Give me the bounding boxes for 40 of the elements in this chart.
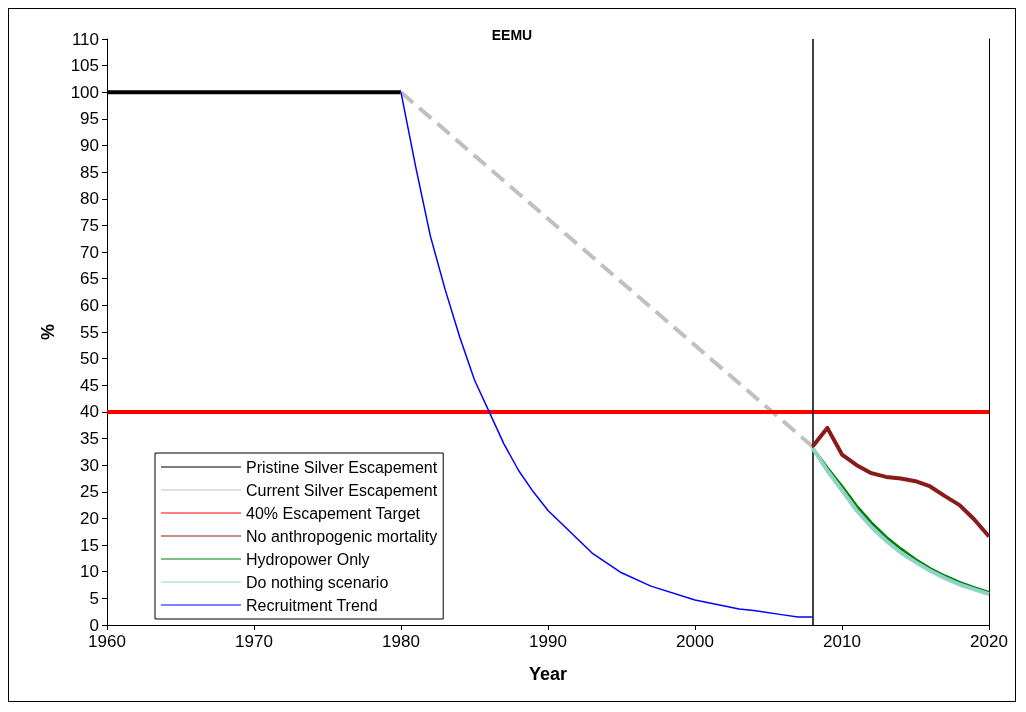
y-tick-label: 50	[80, 349, 99, 369]
y-tick-label: 55	[80, 322, 99, 342]
legend-label: Current Silver Escapement	[246, 481, 438, 499]
y-tick-label: 10	[80, 562, 99, 582]
y-tick-label: 5	[89, 588, 99, 608]
y-tick-label: 95	[80, 109, 99, 129]
x-tick-label: 1960	[88, 632, 126, 651]
x-tick-label: 1990	[529, 632, 567, 651]
y-tick-label: 60	[80, 295, 99, 315]
y-tick-label: 85	[80, 162, 99, 182]
legend-label: Pristine Silver Escapement	[246, 458, 438, 476]
legend-label: Hydropower Only	[246, 550, 370, 568]
y-tick-label: 30	[80, 455, 99, 475]
y-tick-label: 75	[80, 215, 99, 235]
x-tick-label: 2010	[823, 632, 861, 651]
legend-label: Do nothing scenario	[246, 573, 389, 591]
y-tick-label: 100	[70, 82, 99, 102]
legend-label: 40% Escapement Target	[246, 504, 421, 522]
y-tick-label: 45	[80, 375, 99, 395]
y-tick-label: 90	[80, 136, 99, 156]
y-tick-label: 20	[80, 508, 99, 528]
chart-title: EEMU	[491, 27, 533, 43]
x-tick-label: 1980	[382, 632, 420, 651]
y-tick-label: 80	[80, 189, 99, 209]
x-axis-title: Year	[528, 664, 568, 684]
y-tick-label: 70	[80, 242, 99, 262]
y-tick-label: 40	[80, 402, 99, 422]
y-tick-label: 65	[80, 269, 99, 289]
legend-label: Recruitment Trend	[246, 596, 378, 614]
y-tick-label: 35	[80, 429, 99, 449]
x-tick-label: 2020	[970, 632, 1008, 651]
y-tick-label: 110	[71, 29, 99, 49]
y-tick-label: 105	[70, 56, 99, 76]
y-tick-label: 0	[89, 615, 99, 635]
legend-label: No anthropogenic mortality	[246, 527, 438, 545]
y-tick-label: 15	[80, 535, 99, 555]
y-tick-label: 25	[80, 482, 99, 502]
x-tick-label: 1970	[235, 632, 273, 651]
x-tick-label: 2000	[676, 632, 714, 651]
y-axis-title: %	[38, 323, 58, 341]
